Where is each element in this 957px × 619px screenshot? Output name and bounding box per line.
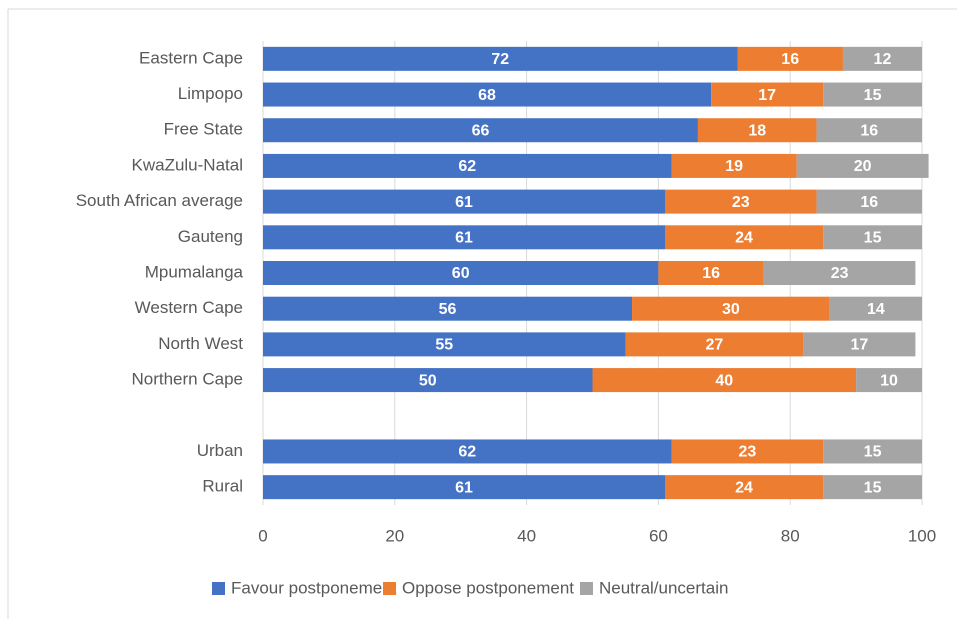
- data-label: 24: [735, 479, 753, 496]
- data-label: 16: [781, 51, 799, 68]
- bar-segment: [664, 225, 824, 250]
- data-label: 16: [860, 122, 878, 139]
- bar-segment: [664, 189, 817, 214]
- data-label: 23: [831, 265, 849, 282]
- y-tick-label: Free State: [164, 120, 243, 139]
- bar-segment: [823, 225, 922, 250]
- data-label: 66: [472, 122, 490, 139]
- data-label: 61: [455, 230, 473, 247]
- y-tick-label: KwaZulu-Natal: [132, 155, 244, 174]
- data-label: 18: [748, 122, 766, 139]
- bar-segment: [263, 225, 665, 250]
- data-label: 20: [854, 158, 872, 175]
- data-label: 15: [864, 479, 882, 496]
- bar-segment: [664, 475, 824, 500]
- bar-segment: [263, 82, 712, 107]
- data-label: 23: [732, 194, 750, 211]
- data-label: 16: [702, 265, 720, 282]
- y-tick-label: Northern Cape: [131, 370, 243, 389]
- data-label: 17: [758, 87, 776, 104]
- bar-segment: [263, 332, 626, 357]
- bar-segment: [829, 296, 922, 321]
- bar-segment: [263, 368, 593, 393]
- bar-segment: [796, 153, 929, 178]
- bar-segment: [823, 82, 922, 107]
- legend-swatch: [580, 582, 593, 595]
- data-label: 62: [458, 158, 476, 175]
- y-tick-label: Eastern Cape: [139, 48, 243, 67]
- x-tick-label: 40: [517, 526, 536, 545]
- x-tick-label: 0: [258, 526, 267, 545]
- bar-segment: [711, 82, 824, 107]
- bar-segment: [263, 153, 672, 178]
- data-label: 40: [715, 372, 733, 389]
- bar-segment: [263, 261, 659, 285]
- bar-segment: [697, 118, 817, 143]
- legend-label: Neutral/uncertain: [599, 578, 728, 597]
- bar-segment: [625, 332, 804, 357]
- legend-label: Favour postponement: [231, 578, 397, 597]
- legend-swatch: [212, 582, 225, 595]
- x-tick-label: 20: [385, 526, 404, 545]
- data-label: 23: [738, 444, 756, 461]
- data-label: 61: [455, 479, 473, 496]
- data-label: 15: [864, 230, 882, 247]
- x-tick-label: 80: [781, 526, 800, 545]
- bar-segment: [763, 261, 916, 285]
- data-label: 68: [478, 87, 496, 104]
- bar-segment: [263, 189, 665, 214]
- bar-segment: [842, 46, 922, 71]
- legend-label: Oppose postponement: [402, 578, 574, 597]
- data-label: 27: [706, 337, 724, 354]
- y-tick-label: South African average: [76, 191, 243, 210]
- data-label: 17: [850, 337, 868, 354]
- legend-swatch: [383, 582, 396, 595]
- bar-segment: [671, 439, 824, 464]
- bar-segment: [816, 118, 922, 143]
- data-label: 55: [435, 337, 453, 354]
- y-tick-label: Limpopo: [178, 84, 243, 103]
- bar-segment: [263, 475, 665, 500]
- data-label: 19: [725, 158, 743, 175]
- bar-segment: [823, 475, 922, 500]
- y-tick-label: Mpumalanga: [145, 262, 244, 281]
- y-tick-label: Gauteng: [178, 227, 243, 246]
- data-label: 30: [722, 301, 740, 318]
- data-label: 10: [880, 372, 898, 389]
- bar-segment: [263, 439, 672, 464]
- bar-segment: [592, 368, 857, 393]
- data-label: 72: [491, 51, 509, 68]
- x-tick-label: 100: [908, 526, 936, 545]
- bar-segment: [823, 439, 922, 464]
- bar-segment: [263, 296, 633, 321]
- bar-segment: [671, 153, 797, 178]
- bar-segment: [737, 46, 843, 71]
- data-label: 56: [439, 301, 457, 318]
- data-label: 50: [419, 372, 437, 389]
- bar-segment: [856, 368, 922, 393]
- data-label: 24: [735, 230, 753, 247]
- bar-segment: [658, 261, 764, 285]
- bar-segment: [803, 332, 916, 357]
- data-label: 15: [864, 444, 882, 461]
- y-tick-label: Urban: [197, 441, 243, 460]
- y-tick-label: Western Cape: [135, 298, 243, 317]
- bar-segment: [263, 46, 738, 71]
- bar-segment: [263, 118, 698, 143]
- data-label: 15: [864, 87, 882, 104]
- y-tick-label: Rural: [202, 477, 243, 496]
- bar-segment: [816, 189, 922, 214]
- bar-segment: [632, 296, 830, 321]
- data-label: 62: [458, 444, 476, 461]
- data-label: 61: [455, 194, 473, 211]
- y-tick-label: North West: [158, 334, 243, 353]
- data-label: 14: [867, 301, 885, 318]
- data-label: 16: [860, 194, 878, 211]
- data-label: 12: [874, 51, 892, 68]
- data-label: 60: [452, 265, 470, 282]
- x-tick-label: 60: [649, 526, 668, 545]
